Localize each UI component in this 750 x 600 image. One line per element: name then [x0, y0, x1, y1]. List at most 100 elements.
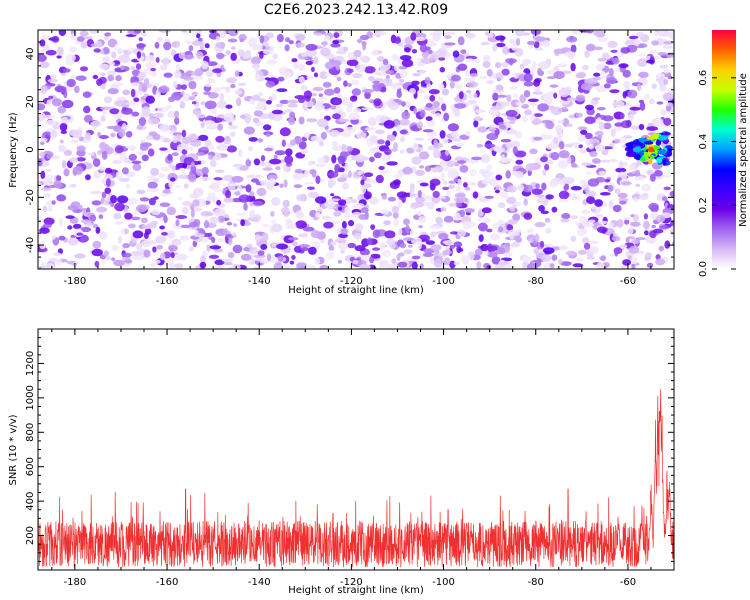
spectrogram-speckle	[399, 242, 407, 249]
spectrogram-speckle	[612, 204, 622, 213]
spectrogram-speckle	[136, 51, 142, 59]
spectrogram-speckle	[271, 219, 277, 225]
spectrogram-speckle	[453, 241, 463, 248]
spectrogram-speckle	[179, 101, 186, 109]
spectrogram-speckle	[457, 36, 465, 46]
spectrogram-speckle	[447, 123, 459, 132]
spectrogram-speckle	[577, 126, 588, 131]
spectrogram-speckle	[469, 182, 476, 186]
spectrogram-speckle	[456, 185, 462, 192]
spectrogram-speckle	[110, 195, 117, 204]
spectrogram-speckle	[262, 223, 270, 228]
spectrogram-speckle	[38, 54, 47, 62]
spectrogram-speckle	[553, 71, 565, 80]
spectrogram-speckle	[92, 74, 99, 80]
spectrogram-speckle	[135, 243, 143, 251]
spectrogram-speckle	[515, 159, 524, 165]
spectrogram-speckle	[280, 207, 290, 214]
spectrogram-speckle	[371, 50, 379, 56]
spectrogram-speckle	[560, 218, 570, 223]
spectrogram-speckle	[514, 47, 524, 57]
spectrogram-speckle	[446, 190, 452, 196]
spectrogram-speckle	[663, 117, 672, 127]
spectrogram-speckle	[628, 245, 640, 254]
spectrogram-speckle	[213, 188, 224, 192]
spectrogram-speckle	[107, 74, 114, 82]
spectrogram-speckle	[631, 263, 636, 269]
spectrogram-speckle	[451, 137, 461, 142]
spectrogram-speckle	[590, 205, 599, 210]
spectrogram-speckle	[598, 170, 607, 176]
spectrogram-speckle	[599, 255, 607, 261]
spectrogram-speckle	[630, 221, 641, 227]
signal-blob	[632, 147, 642, 153]
spectrogram-speckle	[172, 80, 178, 89]
spectrogram-speckle	[115, 220, 123, 225]
spectrogram-speckle	[404, 100, 411, 108]
spectrogram-speckle	[511, 42, 517, 51]
spectrogram-speckle	[155, 235, 167, 244]
spectrogram-speckle	[490, 233, 500, 241]
spectrogram-speckle	[153, 112, 164, 119]
spectrogram-speckle	[226, 221, 233, 226]
spectrogram-speckle	[204, 83, 212, 88]
spectrogram-speckle	[663, 186, 671, 191]
spectrogram-speckle	[369, 147, 382, 154]
spectrogram-speckle	[134, 30, 142, 34]
spectrogram-speckle	[352, 259, 359, 265]
spectrogram-speckle	[204, 43, 210, 49]
spectrogram-speckle	[253, 110, 264, 117]
spectrogram-speckle	[57, 105, 66, 114]
spectrogram-speckle	[84, 36, 93, 40]
spectrogram-speckle	[347, 170, 352, 179]
spectrogram-speckle	[352, 73, 363, 79]
spectrogram-speckle	[248, 37, 258, 46]
spectrogram-speckle	[457, 229, 466, 237]
spectrogram-speckle	[478, 217, 483, 222]
spectrogram-speckle	[466, 58, 474, 62]
spectrogram-speckle	[298, 141, 307, 150]
spectrogram-speckle	[565, 250, 577, 256]
spectrogram-speckle	[523, 212, 533, 220]
spectrogram-speckle	[524, 109, 532, 116]
spectrogram-speckle	[355, 223, 364, 232]
spectrogram-speckle	[40, 170, 46, 179]
spectrogram-speckle	[122, 89, 131, 96]
spectrogram-speckle	[154, 41, 160, 49]
spectrogram-speckle	[540, 254, 552, 262]
spectrogram-speckle	[495, 35, 506, 41]
y-tick-label: 800	[25, 423, 36, 442]
spectrogram-speckle	[101, 151, 108, 160]
spectrogram-speckle	[239, 165, 249, 171]
spectrogram-speckle	[257, 250, 265, 256]
spectrogram-speckle	[190, 161, 195, 168]
spectrogram-speckle	[331, 154, 337, 164]
spectrogram-speckle	[321, 41, 328, 46]
spectrogram-speckle	[337, 199, 347, 206]
spectrogram-speckle	[194, 68, 204, 77]
spectrogram-speckle	[317, 157, 326, 164]
spectrogram-speckle	[380, 209, 390, 215]
spectrogram-speckle	[159, 30, 172, 33]
spectrogram-speckle	[473, 58, 481, 64]
spectrogram-speckle	[125, 183, 131, 189]
spectrogram-speckle	[208, 254, 220, 259]
spectrogram-speckle	[102, 56, 111, 63]
spectrogram-speckle	[124, 228, 129, 234]
spectrogram-speckle	[651, 40, 659, 46]
spectrogram-speckle	[638, 71, 649, 79]
y-tick-label: -40	[25, 237, 36, 253]
spectrogram-speckle	[223, 174, 235, 182]
spectrogram-speckle	[596, 262, 605, 269]
spectrogram-speckle	[227, 30, 239, 35]
spectrogram-speckle	[448, 202, 457, 207]
spectrogram-speckle	[283, 211, 290, 217]
spectrogram-speckle	[570, 235, 577, 242]
spectrogram-speckle	[403, 218, 410, 226]
spectrogram-speckle	[279, 99, 290, 104]
spectrogram-speckle	[570, 163, 578, 168]
spectrogram-speckle	[251, 63, 260, 69]
spectrogram-speckle	[281, 139, 286, 147]
spectrogram-speckle	[467, 92, 473, 99]
spectrogram-speckle	[438, 232, 449, 240]
